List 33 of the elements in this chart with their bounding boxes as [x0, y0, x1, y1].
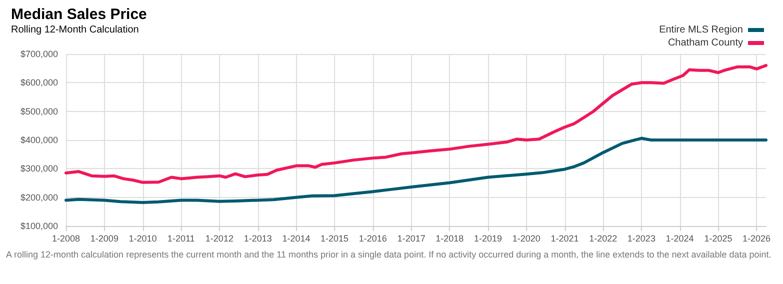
legend-label: Entire MLS Region	[659, 24, 743, 36]
x-tick-label: 1-2014	[282, 234, 310, 244]
x-tick-label: 1-2011	[167, 234, 195, 244]
x-tick-label: 1-2026	[742, 234, 771, 244]
x-tick-label: 1-2009	[90, 234, 118, 244]
x-tick-label: 1-2019	[474, 234, 502, 244]
x-tick-label: 1-2016	[358, 234, 387, 244]
y-tick-label: $300,000	[20, 164, 58, 174]
y-tick-label: $700,000	[20, 49, 58, 59]
x-tick-label: 1-2024	[666, 234, 694, 244]
x-tick-label: 1-2012	[205, 234, 234, 244]
y-tick-label: $500,000	[20, 106, 58, 116]
x-tick-label: 1-2013	[244, 234, 272, 244]
text: A rolling 12-month calculation represents the current month and the 11 months prior in a single data point. If no activity occurred during a month, the line extends to the next available data point.	[6, 250, 772, 260]
x-tick-label: 1-2021	[550, 234, 579, 244]
x-tick-label: 1-2008	[52, 234, 80, 244]
y-tick-label: $200,000	[20, 192, 58, 202]
x-tick-label: 1-2018	[436, 234, 464, 244]
legend-label: Chatham County	[668, 38, 743, 48]
x-tick-label: 1-2015	[320, 234, 349, 244]
y-tick-label: $400,000	[20, 135, 58, 145]
x-tick-label: 1-2010	[128, 234, 157, 244]
x-tick-label: 1-2025	[704, 234, 732, 244]
line-series	[64, 64, 768, 184]
x-tick-label: 1-2020	[512, 234, 540, 244]
chart-subtitle: Rolling 12-Month Calculation	[11, 24, 139, 36]
x-tick-label: 1-2023	[627, 234, 656, 244]
y-tick-label: $100,000	[20, 221, 58, 231]
x-tick-label: 1-2022	[589, 234, 618, 244]
line-series	[64, 136, 768, 204]
y-tick-label: $600,000	[20, 78, 58, 88]
chart-title: Median Sales Price	[11, 6, 147, 23]
x-tick-label: 1-2017	[397, 234, 426, 244]
